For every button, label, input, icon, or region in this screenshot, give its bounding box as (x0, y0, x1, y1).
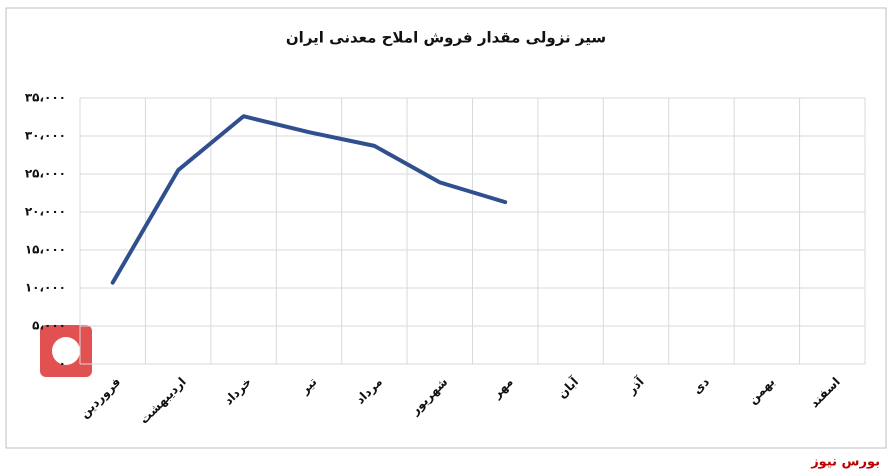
y-tick-label: ۳۵،۰۰۰ (25, 91, 66, 105)
chart-title: سیر نزولی مقدار فروش املاح معدنی ایران (286, 29, 606, 47)
chart-frame (5, 7, 887, 449)
source: بورس نیوز (810, 455, 880, 470)
y-tick-label: ۲۵،۰۰۰ (25, 167, 66, 181)
watermark-logo (52, 337, 80, 365)
y-tick-label: ۵،۰۰۰ (32, 319, 66, 333)
y-tick-label: ۱۵،۰۰۰ (25, 243, 66, 257)
y-tick-label: ۲۰،۰۰۰ (25, 205, 66, 219)
y-tick-label: ۰ (59, 357, 66, 371)
y-tick-label: ۱۰،۰۰۰ (25, 281, 66, 295)
line-series (110, 114, 508, 285)
y-tick-label: ۳۰،۰۰۰ (25, 129, 66, 143)
watermark (40, 325, 92, 377)
